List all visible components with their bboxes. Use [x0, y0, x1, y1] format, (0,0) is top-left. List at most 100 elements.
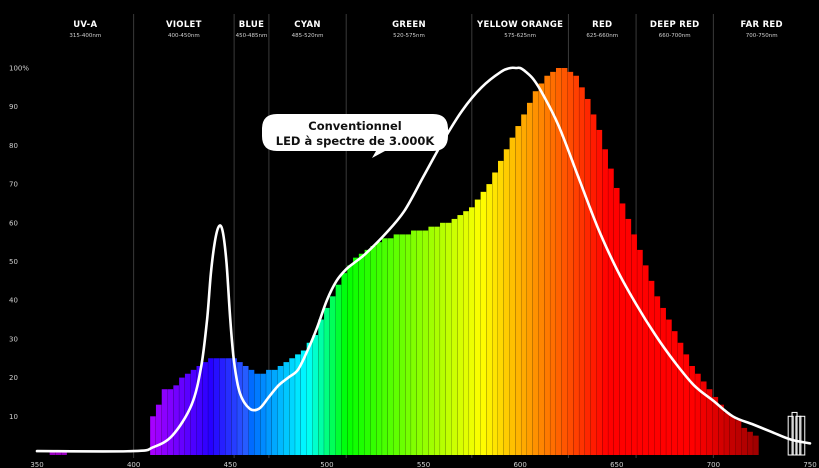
- spectrum-bar: [150, 416, 156, 455]
- spectrum-bar: [689, 365, 695, 455]
- spectrum-bar: [619, 203, 626, 455]
- spectrum-bar: [387, 238, 394, 455]
- spectrum-bar: [405, 234, 411, 455]
- spectrum-bar: [335, 284, 342, 455]
- band-range-3: 485-520nm: [292, 33, 324, 39]
- spectrum-bar: [370, 246, 377, 455]
- band-label-6: RED: [592, 20, 612, 30]
- spectrum-bar: [509, 137, 516, 455]
- spectrum-bar: [573, 75, 579, 456]
- spectrum-bar: [712, 396, 719, 455]
- spectrum-bar: [393, 234, 400, 455]
- spectrum-bar: [155, 404, 162, 455]
- band-range-8: 700-750nm: [746, 33, 778, 39]
- spectrum-bar: [567, 71, 574, 456]
- band-label-8: FAR RED: [740, 20, 782, 30]
- spectrum-bar: [677, 342, 684, 455]
- spectrum-bar: [654, 296, 661, 455]
- spectrum-bar: [660, 307, 666, 455]
- spectrum-bar: [683, 354, 690, 455]
- band-range-5: 575-625nm: [504, 33, 536, 39]
- spectrum-bar: [347, 265, 353, 455]
- spectrum-bar: [608, 168, 614, 455]
- y-tick-label: 20: [9, 374, 18, 382]
- spectrum-bar: [231, 358, 237, 455]
- spectrum-bar: [753, 435, 759, 455]
- callout-line-1: Conventionnel: [308, 119, 401, 133]
- y-tick-label: 70: [9, 181, 18, 189]
- spectrum-bar: [498, 160, 504, 455]
- spectrum-bar: [532, 91, 539, 455]
- spectrum-bar: [631, 234, 637, 455]
- spectrum-bar: [161, 389, 168, 455]
- outline-bar: [795, 415, 802, 456]
- x-tick-label: 650: [610, 461, 623, 468]
- spectrum-bar: [561, 68, 568, 455]
- spectrum-bar: [55, 451, 62, 455]
- spectrum-bar: [735, 420, 742, 455]
- spectrum-bar: [503, 149, 510, 455]
- spectrum-bar: [538, 83, 545, 455]
- spectrum-bar: [61, 451, 67, 455]
- spectrum-bar: [353, 257, 359, 455]
- band-label-4: GREEN: [392, 20, 426, 30]
- band-range-4: 520-575nm: [393, 33, 425, 39]
- x-tick-label: 700: [707, 461, 720, 468]
- y-tick-label: 30: [9, 335, 18, 343]
- spectrum-bar: [242, 365, 249, 455]
- spectrum-bar: [376, 242, 382, 455]
- spectrum-bar: [451, 218, 458, 455]
- band-range-2: 450-485nm: [236, 33, 268, 39]
- band-label-3: CYAN: [294, 20, 320, 30]
- spectrum-bar: [179, 377, 185, 455]
- spectrum-bar: [411, 230, 417, 455]
- band-label-2: BLUE: [239, 20, 265, 30]
- band-range-6: 625-660nm: [586, 33, 618, 39]
- spectrum-bar: [555, 68, 562, 455]
- y-tick-label: 80: [9, 142, 18, 150]
- y-tick-label: 90: [9, 103, 18, 111]
- spectrum-bar: [190, 369, 197, 455]
- spectrum-bar: [219, 358, 226, 455]
- spectrum-bar: [49, 451, 56, 455]
- spectrum-bar: [486, 184, 493, 455]
- led-spectrum-line: [35, 66, 812, 453]
- spectrum-bar: [364, 249, 371, 455]
- callout-line-2: LED à spectre de 3.000K: [276, 134, 436, 148]
- spectrum-bar: [741, 427, 748, 455]
- x-tick-label: 400: [127, 461, 140, 468]
- spectrum-bar: [208, 358, 214, 455]
- band-label-1: VIOLET: [166, 20, 202, 30]
- spectrum-bar: [167, 389, 174, 455]
- spectrum-bar: [515, 126, 521, 456]
- spectrum-bar: [613, 187, 620, 455]
- spectrum-bar: [271, 369, 278, 455]
- band-label-0: UV-A: [73, 20, 97, 30]
- y-tick-label: 100%: [9, 65, 29, 73]
- spectrum-bar: [295, 354, 301, 455]
- spectrum-bar: [671, 331, 678, 455]
- x-tick-label: 600: [513, 461, 526, 468]
- spectrum-bar: [399, 234, 406, 455]
- spectrum-bar: [329, 296, 336, 455]
- spectrum-bar: [463, 211, 469, 455]
- band-range-1: 400-450nm: [168, 33, 200, 39]
- spectrum-bar: [544, 75, 550, 456]
- spectrum-bar: [318, 319, 324, 455]
- spectrum-bar: [358, 253, 365, 455]
- spectrum-bar: [312, 335, 319, 455]
- spectrum-bar: [277, 365, 284, 455]
- spectrum-bar: [428, 226, 435, 455]
- outline-bar: [791, 411, 798, 456]
- spectrum-bar: [434, 226, 440, 455]
- spectrum-bar: [596, 129, 603, 456]
- spectrum-bar: [666, 319, 672, 455]
- spectrum-bar: [642, 265, 649, 455]
- spectrum-bar: [324, 307, 330, 455]
- spectrum-bar: [625, 218, 632, 455]
- spectrum-bar: [590, 114, 597, 455]
- y-tick-label: 60: [9, 219, 18, 227]
- spectrum-bar: [584, 98, 591, 456]
- spectrum-bar: [457, 215, 464, 455]
